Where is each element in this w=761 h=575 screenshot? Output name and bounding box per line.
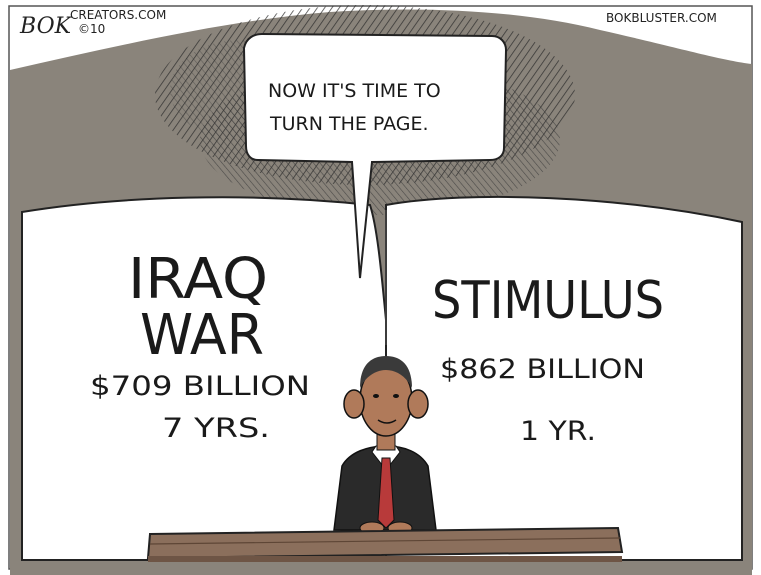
book-right-page bbox=[385, 195, 743, 561]
right-title: STIMULUS bbox=[432, 271, 664, 331]
left-duration: 7 YRS. bbox=[162, 413, 270, 444]
figure-eye-left bbox=[373, 394, 379, 398]
bubble-line-1: NOW IT'S TIME TO bbox=[268, 80, 441, 102]
credit-year: ©10 bbox=[78, 22, 105, 36]
figure-hair bbox=[360, 356, 412, 388]
credit-blog: BOKBLUSTER.COM bbox=[606, 11, 717, 25]
left-title-line-2: WAR bbox=[140, 303, 264, 368]
figure-eye-right bbox=[393, 394, 399, 398]
figure-ear-right bbox=[407, 389, 429, 419]
bubble-line-2: TURN THE PAGE. bbox=[269, 113, 429, 135]
desk-grain bbox=[149, 537, 621, 545]
figure-mouth bbox=[377, 419, 397, 424]
speech-bubble bbox=[242, 32, 508, 279]
left-amount: $709 BILLION bbox=[90, 371, 310, 402]
artist-signature: BOK bbox=[19, 14, 73, 39]
figure-tie bbox=[377, 457, 395, 529]
left-title-line-1: IRAQ bbox=[128, 247, 268, 312]
desk-top bbox=[146, 526, 624, 560]
desk-front bbox=[148, 556, 622, 562]
right-duration: 1 YR. bbox=[520, 416, 596, 447]
credit-site: CREATORS.COM bbox=[70, 8, 166, 22]
figure-ear-left bbox=[343, 389, 365, 419]
book-left-page bbox=[21, 196, 387, 561]
right-amount: $862 BILLION bbox=[440, 354, 645, 385]
